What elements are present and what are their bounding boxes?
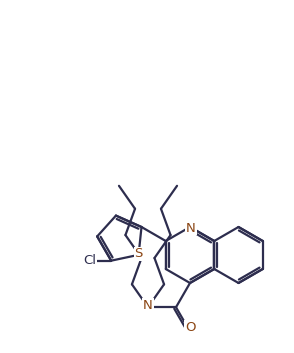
Text: S: S [134, 247, 143, 261]
Text: Cl: Cl [84, 254, 97, 267]
Text: N: N [143, 299, 153, 312]
Text: N: N [186, 221, 196, 234]
Text: O: O [185, 321, 195, 334]
